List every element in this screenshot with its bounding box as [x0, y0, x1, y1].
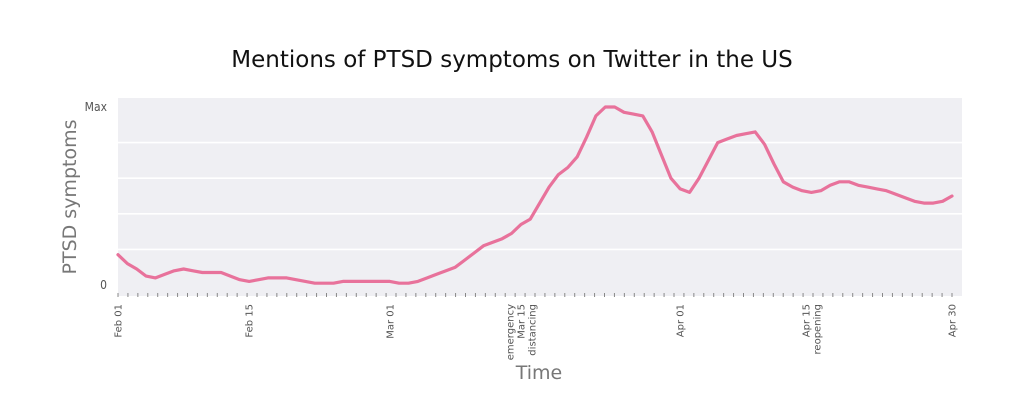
x-tick-label: Apr 30 — [948, 304, 959, 337]
y-axis-label: PTSD symptoms — [59, 120, 81, 275]
y-tick-label: 0 — [100, 278, 107, 292]
y-tick-label: Max — [85, 100, 108, 114]
x-tick-label: Feb 01 — [114, 304, 125, 338]
x-tick-label: emergency — [505, 304, 516, 360]
x-tick-label: Mar 01 — [385, 304, 396, 339]
x-axis-ticks: Feb 01 Feb 15 Mar 01 emergency Mar 15 distanc… — [114, 293, 959, 360]
x-tick-label: distancing — [527, 304, 538, 356]
x-tick-label: Apr 15 — [801, 304, 812, 337]
x-tick-label: Apr 01 — [676, 304, 687, 337]
chart-title: Mentions of PTSD symptoms on Twitter in … — [231, 47, 792, 73]
plot-area — [118, 98, 962, 296]
series-line — [116, 105, 954, 285]
x-tick-label: Feb 15 — [245, 304, 256, 338]
grid-lines — [118, 141, 962, 251]
x-axis-label: Time — [515, 362, 563, 384]
x-tick-label: reopening — [812, 304, 823, 354]
y-axis-ticks: Max 0 — [85, 100, 108, 292]
x-tick-label: Mar 15 — [516, 304, 527, 339]
series-group — [116, 105, 954, 285]
